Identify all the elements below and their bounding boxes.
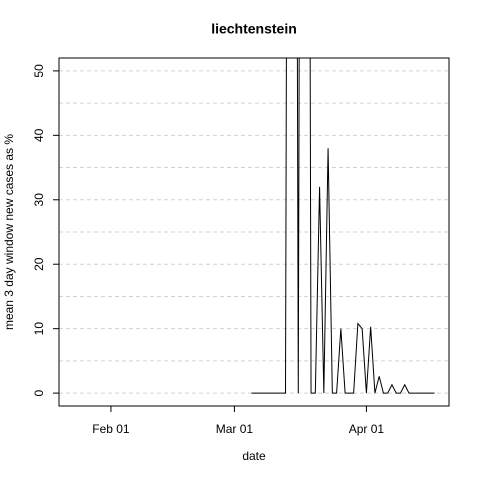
chart-title: liechtenstein [211, 21, 297, 37]
data-line [251, 58, 435, 394]
x-tick-label: Feb 01 [92, 422, 130, 436]
axes: 0 10 20 30 40 50 Feb 01 Mar 01 Apr 01 [32, 64, 384, 436]
x-axis-label: date [242, 449, 266, 463]
grid [59, 70, 449, 394]
x-tick-label: Apr 01 [349, 422, 385, 436]
plot-box [58, 57, 450, 407]
y-tick-label: 50 [32, 64, 46, 78]
x-tick-label: Mar 01 [216, 422, 254, 436]
y-tick-label: 10 [32, 322, 46, 336]
y-tick-label: 20 [32, 257, 46, 271]
y-tick-label: 40 [32, 128, 46, 142]
y-tick-label: 30 [32, 193, 46, 207]
plot-area [251, 58, 435, 394]
y-tick-label: 0 [32, 389, 46, 396]
y-axis-label: mean 3 day window new cases as % [2, 134, 16, 330]
